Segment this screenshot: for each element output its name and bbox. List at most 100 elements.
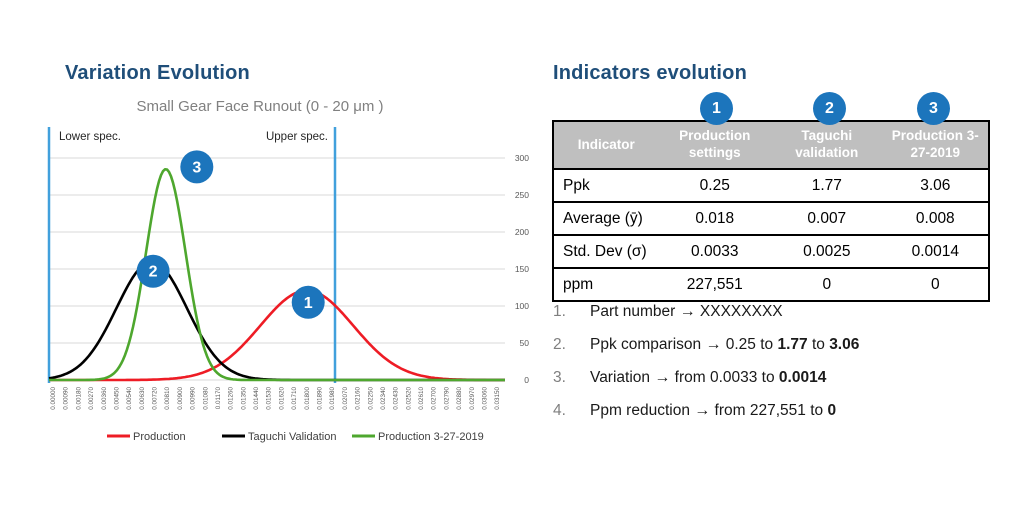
table-row: Ppk 0.25 1.77 3.06 [553,168,989,202]
table-row: Average (ȳ) 0.018 0.007 0.008 [553,201,989,235]
table-header-cell: Production 3-27-2019 [882,121,989,170]
note-item: 3. Variation → from 0.0033 to 0.0014 [553,369,1003,402]
legend-label: Production [133,431,186,443]
x-tick-label: 0.00360 [101,387,108,410]
x-tick-label: 0.00900 [177,387,184,410]
x-tick-label: 0.01620 [278,387,285,410]
x-tick-label: 0.00090 [63,387,70,410]
curve-2 [48,260,505,382]
x-tick-label: 0.02700 [431,387,438,410]
x-tick-label: 0.01260 [228,387,235,410]
marker-number: 1 [304,295,313,312]
x-tick-label: 0.02340 [380,387,387,410]
x-tick-label: 0.00450 [113,387,120,410]
table-cell: 227,551 [658,267,771,301]
x-tick-label: 0.01080 [202,387,209,410]
table-row: ppm 227,551 0 0 [553,267,989,301]
x-tick-label: 0.01890 [316,387,323,410]
table-cell: 0.008 [882,201,989,235]
x-tick-label: 0.01710 [291,387,298,410]
note-number: 4. [553,402,566,419]
table-row: Std. Dev (σ) 0.0033 0.0025 0.0014 [553,234,989,268]
table-cell: 0.0025 [770,234,883,268]
note-text: Ppm reduction → from 227,551 to 0 [590,402,837,419]
y-tick-label: 50 [520,338,530,348]
table-cell: 1.77 [770,168,883,202]
table-cell: 0.25 [658,168,771,202]
x-tick-label: 0.02070 [342,387,349,410]
legend-label: Taguchi Validation [248,431,336,443]
note-text: Variation → from 0.0033 to 0.0014 [590,369,827,386]
x-tick-label: 0.00630 [139,387,146,410]
variation-evolution-title: Variation Evolution [65,62,250,84]
y-tick-label: 100 [515,301,529,311]
curve-1 [49,289,505,382]
x-tick-label: 0.00990 [190,387,197,410]
arrow-icon: → [654,369,671,386]
table-cell: 0 [770,267,883,301]
x-tick-label: 0.02160 [355,387,362,410]
note-number: 2. [553,336,566,353]
curve-3 [49,168,505,382]
x-tick-label: 0.01170 [215,387,222,410]
y-tick-label: 200 [515,227,529,237]
y-tick-label: 0 [524,375,529,385]
upper-spec-label: Upper spec. [266,131,328,143]
x-tick-label: 0.01350 [240,387,247,410]
table-cell: 0 [882,267,989,301]
arrow-icon: → [694,402,711,419]
note-text: Part number → XXXXXXXX [590,303,783,320]
y-tick-label: 250 [515,190,529,200]
table-cell: Average (ȳ) [553,201,659,235]
y-tick-label: 150 [515,264,529,274]
table-cell: 0.018 [658,201,771,235]
table-cell: ppm [553,267,659,301]
marker-circle-3 [180,150,214,184]
table-cell: Std. Dev (σ) [553,234,659,268]
x-tick-label: 0.02520 [405,387,412,410]
x-tick-label: 0.00270 [88,387,95,410]
note-item: 1. Part number → XXXXXXXX [553,303,1003,336]
x-tick-label: 0.02790 [443,387,450,410]
marker-number: 2 [149,264,158,281]
x-tick-label: 0.02250 [367,387,374,410]
x-tick-label: 0.01530 [266,387,273,410]
x-tick-label: 0.02610 [418,387,425,410]
x-tick-label: 0.00000 [50,387,57,410]
x-tick-label: 0.01800 [304,387,311,410]
x-tick-label: 0.00540 [126,387,133,410]
x-tick-label: 0.03150 [494,387,501,410]
marker-number: 3 [192,159,201,176]
note-item: 2. Ppk comparison → 0.25 to 1.77 to 3.06 [553,336,1003,369]
column-badge-3: 3 [917,92,950,125]
note-text: Ppk comparison → 0.25 to 1.77 to 3.06 [590,336,860,353]
table-cell: 0.007 [770,201,883,235]
marker-circle-2 [136,254,170,288]
x-tick-label: 0.02970 [469,387,476,410]
indicators-table: Indicator Production settings Taguchi vali… [552,120,990,302]
x-tick-label: 0.03060 [481,387,488,410]
table-cell: 3.06 [882,168,989,202]
note-number: 3. [553,369,566,386]
summary-notes: 1. Part number → XXXXXXXX 2. Ppk comparison… [553,303,1003,435]
x-tick-label: 0.02880 [456,387,463,410]
note-item: 4. Ppm reduction → from 227,551 to 0 [553,402,1003,435]
x-tick-label: 0.00180 [75,387,82,410]
chart-title: Small Gear Face Runout (0 - 20 μm ) [136,98,384,115]
legend-label: Production 3-27-2019 [378,431,484,443]
x-tick-label: 0.00810 [164,387,171,410]
table-header-cell: Taguchi validation [770,121,883,170]
table-cell: 0.0033 [658,234,771,268]
lower-spec-label: Lower spec. [59,131,121,143]
arrow-icon: → [705,336,722,353]
y-tick-label: 300 [515,153,529,163]
marker-circle-1 [291,285,325,319]
x-tick-label: 0.01980 [329,387,336,410]
arrow-icon: → [679,303,696,320]
table-header-cell: Indicator [553,121,659,170]
table-cell: Ppk [553,168,659,202]
indicators-evolution-title: Indicators evolution [553,62,748,84]
note-number: 1. [553,303,566,320]
column-badge-2: 2 [813,92,846,125]
x-tick-label: 0.00720 [152,387,159,410]
